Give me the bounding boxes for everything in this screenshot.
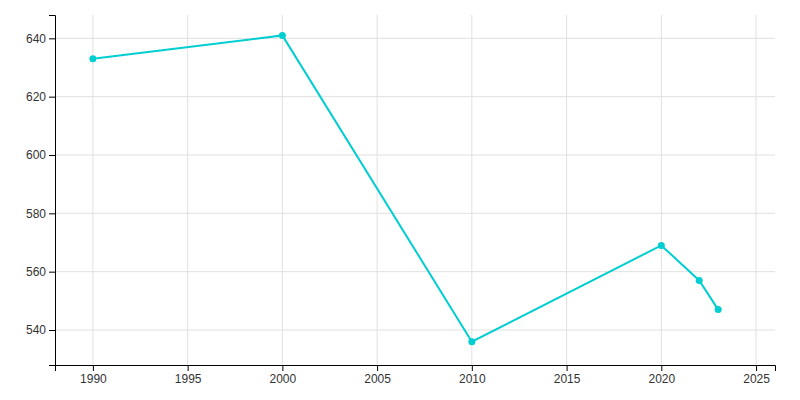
point [468,338,475,345]
grid-line-x [756,15,757,365]
point [89,55,96,62]
tick: 2020 [648,365,675,386]
line [93,35,718,341]
tick: 540 [26,323,55,337]
tick-label: 2000 [270,372,297,386]
tick-mark [49,272,55,273]
x-axis: 1990 1995 2000 2005 2010 2015 2020 2025 [56,365,776,386]
grid-line-x [187,15,188,365]
tick-label: 2015 [554,372,581,386]
tick-label: 2020 [648,372,675,386]
point [658,242,665,249]
axis-line [49,16,56,366]
grid-line-x [471,15,472,365]
tick: 2015 [554,365,581,386]
tick-label: 2005 [364,372,391,386]
grid-line-x [282,15,283,365]
tick: 2025 [743,365,770,386]
tick-label: 560 [26,265,46,279]
grid [55,15,775,365]
grid-line-y [55,271,775,272]
point [696,277,703,284]
tick-mark [661,365,662,371]
tick-label: 2010 [459,372,486,386]
tick: 1990 [80,365,107,386]
grid-line-x [661,15,662,365]
grid-line-x [92,15,93,365]
tick-label: 640 [26,32,46,46]
tick: 640 [26,32,55,46]
grid-line-y [55,330,775,331]
tick-mark [49,330,55,331]
y-axis: 540 560 580 600 620 640 [26,16,56,366]
tick: 620 [26,90,55,104]
tick-mark [567,365,568,371]
tick-mark [49,155,55,156]
axis-line [56,366,776,372]
point [279,32,286,39]
chart: 1990 1995 2000 2005 2010 2015 2020 2025 540 560 58… [0,0,800,400]
tick-mark [93,365,94,371]
tick-mark [188,365,189,371]
grid-line-y [55,96,775,97]
tick: 2010 [459,365,486,386]
tick: 2005 [364,365,391,386]
grid-line-x [566,15,567,365]
grid-line-y [55,155,775,156]
tick-mark [49,97,55,98]
tick-mark [472,365,473,371]
tick: 2000 [270,365,297,386]
tick-label: 580 [26,207,46,221]
marks [89,32,721,345]
plot: 1990 1995 2000 2005 2010 2015 2020 2025 540 560 58… [26,15,776,386]
tick-mark [756,365,757,371]
grid-line-y [55,38,775,39]
tick-label: 1995 [175,372,202,386]
point [715,306,722,313]
tick: 580 [26,207,55,221]
tick: 600 [26,148,55,162]
tick-label: 620 [26,90,46,104]
tick-label: 1990 [80,372,107,386]
tick-mark [282,365,283,371]
tick-label: 600 [26,148,46,162]
tick: 1995 [175,365,202,386]
tick: 560 [26,265,55,279]
tick-label: 2025 [743,372,770,386]
grid-line-y [55,213,775,214]
tick-mark [49,213,55,214]
tick-mark [377,365,378,371]
tick-mark [49,38,55,39]
tick-label: 540 [26,323,46,337]
